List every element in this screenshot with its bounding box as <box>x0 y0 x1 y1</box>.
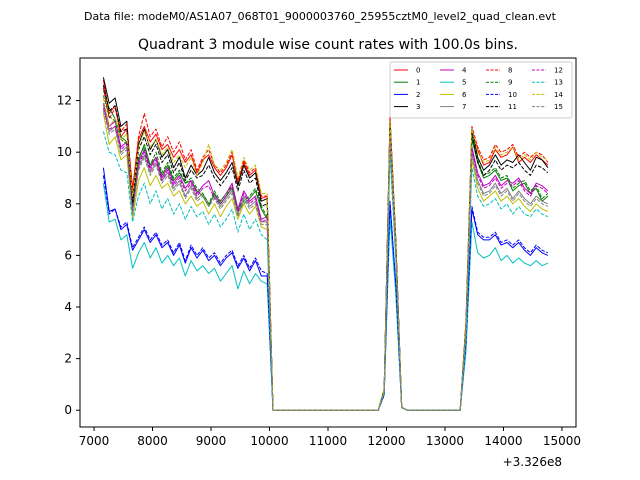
legend-label-3: 3 <box>416 103 420 111</box>
y-tick-label: 4 <box>64 300 72 314</box>
x-tick-label: 8000 <box>137 434 168 448</box>
legend-label-10: 10 <box>508 91 517 99</box>
series-line-13 <box>102 131 549 411</box>
x-tick-label: 7000 <box>79 434 110 448</box>
legend-label-12: 12 <box>554 67 563 75</box>
series-line-15 <box>102 110 549 411</box>
y-tick-label: 2 <box>64 352 72 366</box>
y-tick-label: 8 <box>64 197 72 211</box>
y-tick-label: 12 <box>57 94 72 108</box>
x-axis: 7000 8000 9000 10000 11000 12000 13000 14000 150… <box>79 427 581 448</box>
x-tick-label: 15000 <box>543 434 581 448</box>
legend-label-2: 2 <box>416 91 420 99</box>
x-tick-label: 12000 <box>367 434 405 448</box>
legend-box <box>389 61 573 119</box>
y-tick-label: 10 <box>57 145 72 159</box>
legend-label-9: 9 <box>508 79 512 87</box>
series-layer <box>102 77 549 411</box>
x-offset-label: +3.326e8 <box>503 455 562 469</box>
legend-label-5: 5 <box>462 79 466 87</box>
series-line-11 <box>102 84 549 411</box>
legend-label-15: 15 <box>554 103 563 111</box>
y-axis: 0 2 4 6 8 10 12 <box>57 94 80 417</box>
x-tick-label: 11000 <box>309 434 347 448</box>
legend-label-8: 8 <box>508 67 512 75</box>
legend-label-14: 14 <box>554 91 563 99</box>
legend-label-7: 7 <box>462 103 466 111</box>
x-tick-label: 10000 <box>250 434 288 448</box>
legend-label-13: 13 <box>554 79 563 87</box>
x-tick-label: 14000 <box>484 434 522 448</box>
series-line-10 <box>102 175 549 411</box>
legend-label-0: 0 <box>416 67 420 75</box>
series-line-14 <box>102 97 549 411</box>
y-tick-label: 6 <box>64 248 72 262</box>
legend-label-11: 11 <box>508 103 517 111</box>
chart-title: Quadrant 3 module wise count rates with … <box>138 37 518 53</box>
legend-label-4: 4 <box>462 67 467 75</box>
y-tick-label: 0 <box>64 403 72 417</box>
legend-label-1: 1 <box>416 79 420 87</box>
series-line-8 <box>102 87 549 411</box>
x-tick-label: 13000 <box>426 434 464 448</box>
suptitle: Data file: modeM0/AS1A07_068T01_90000037… <box>84 10 557 23</box>
legend-label-6: 6 <box>462 91 467 99</box>
x-tick-label: 9000 <box>196 434 227 448</box>
